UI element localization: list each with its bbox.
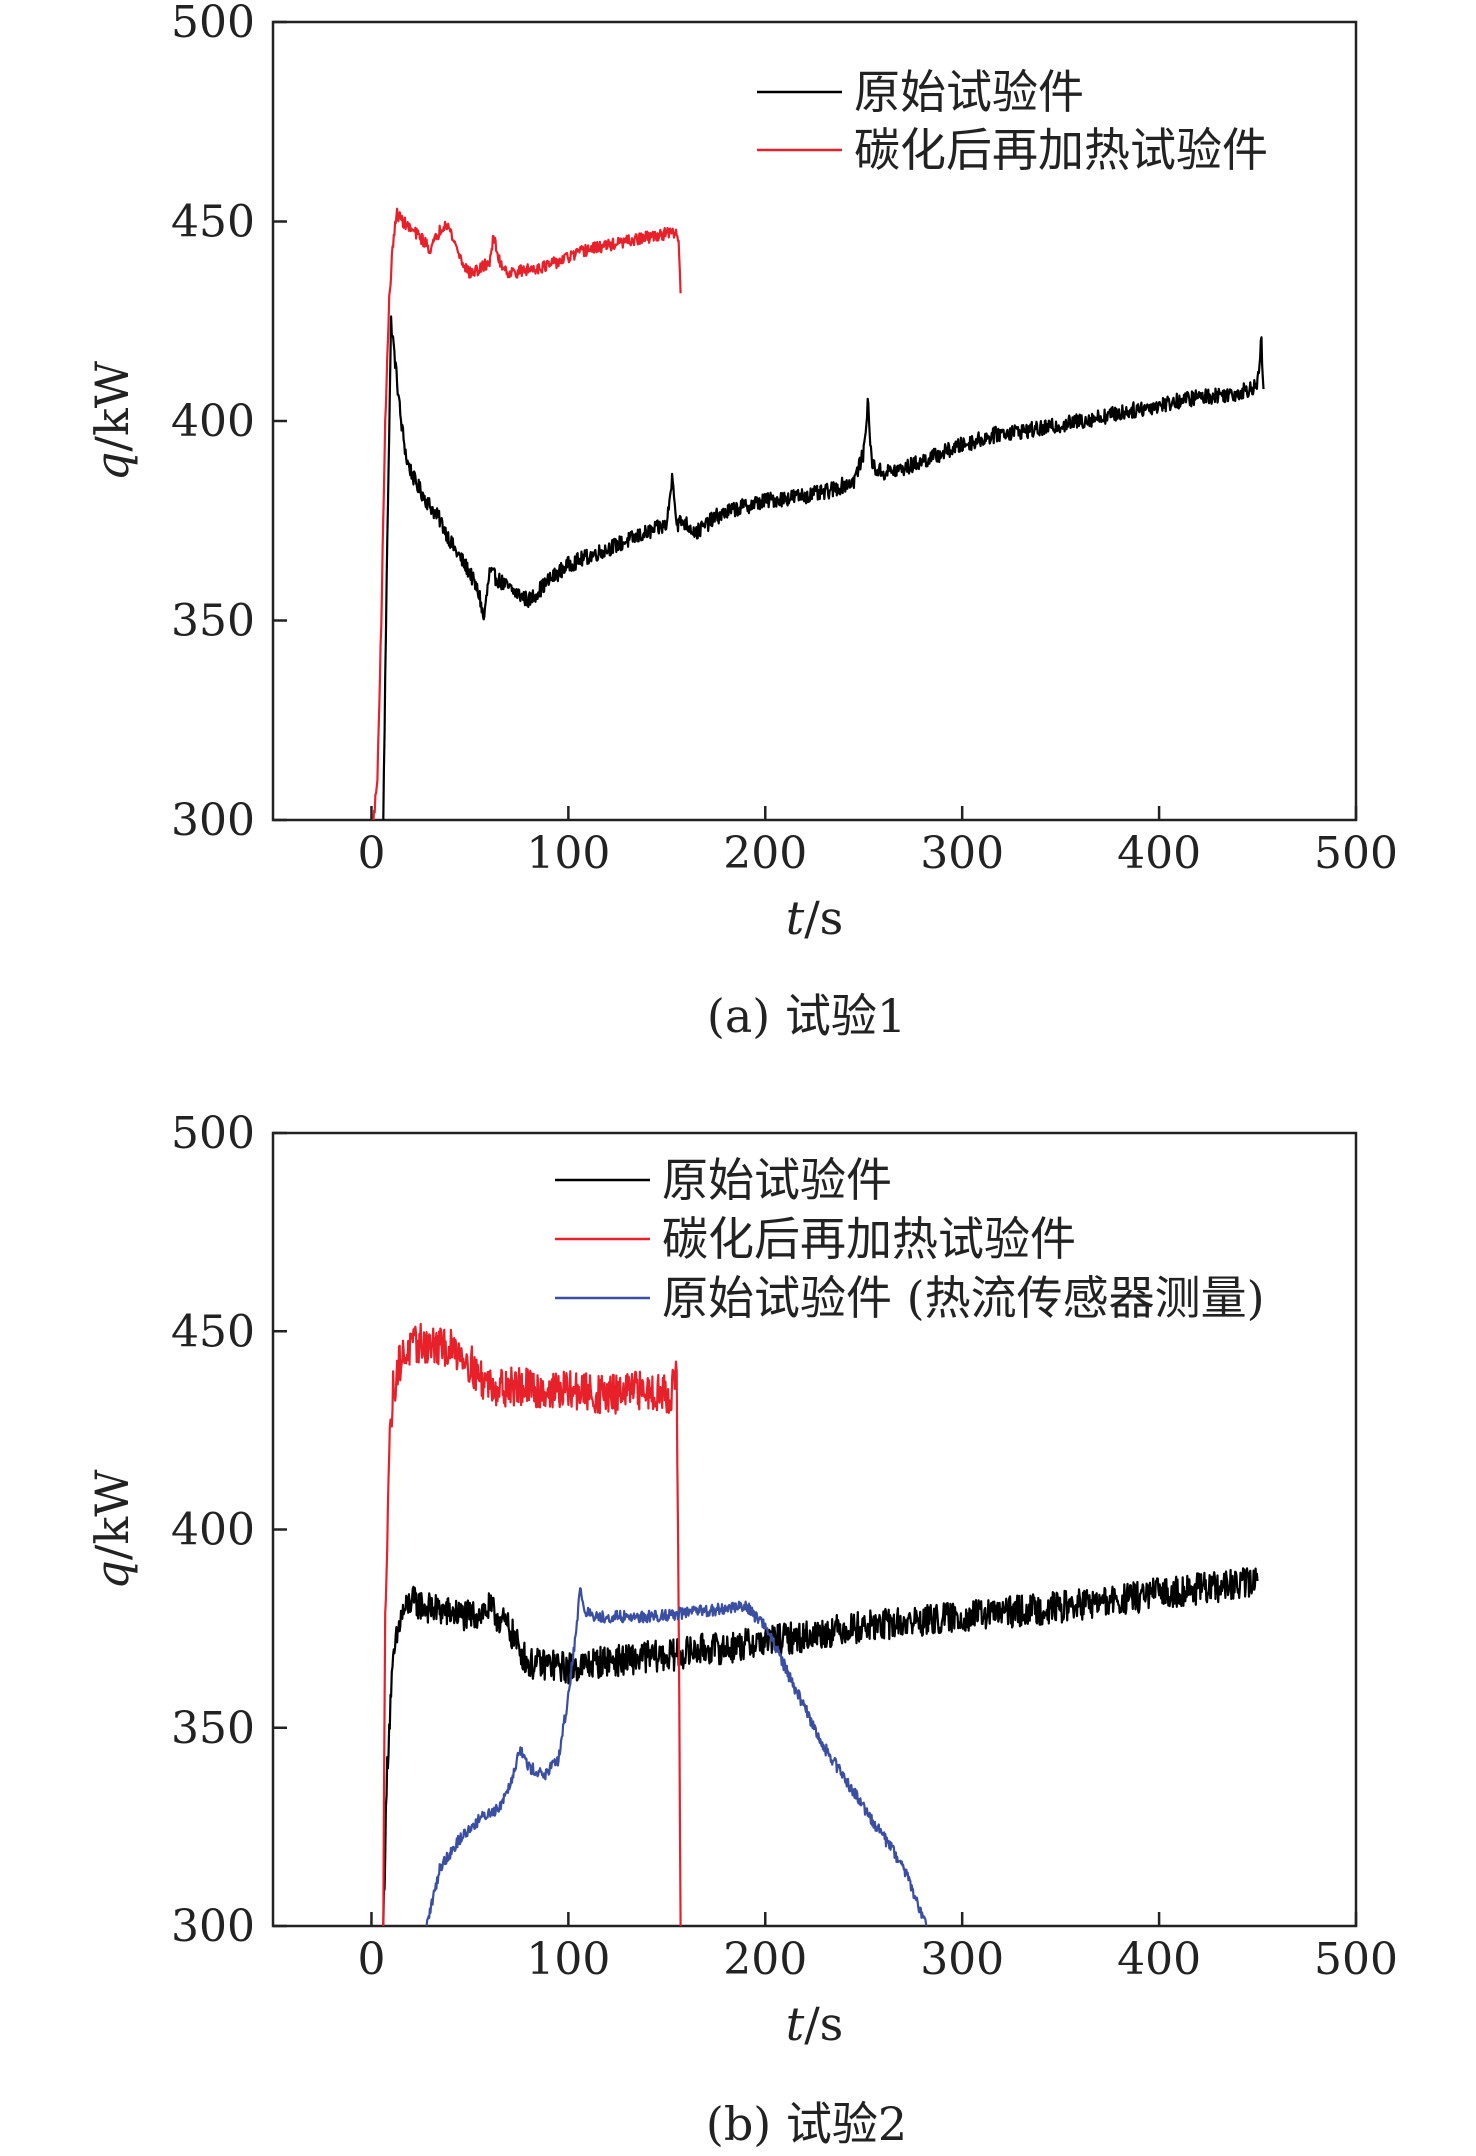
figure-caption: (a) 试验1: [707, 989, 906, 1043]
chart-a: 0 100 200 300 400 500 300 350 400 450 500 t/s q/kW (a…: [85, 0, 1398, 1043]
series-line: [382, 1322, 682, 1926]
x-tick-label: 300: [920, 1934, 1004, 1985]
series-line: [382, 1567, 1259, 1926]
x-tick-label: 200: [723, 1934, 807, 1985]
legend-label: 碳化后再加热试验件: [662, 1212, 1076, 1266]
legend-label: 原始试验件: [662, 1153, 892, 1207]
legend-label: 原始试验件 (热流传感器测量): [662, 1271, 1265, 1325]
x-axis-label: t/s: [786, 891, 844, 945]
x-tick-label: 400: [1117, 828, 1201, 879]
x-tick-label: 200: [723, 828, 807, 879]
y-tick-label: 400: [171, 396, 255, 447]
x-tick-label: 500: [1314, 1934, 1398, 1985]
x-tick-label: 0: [357, 1934, 385, 1985]
y-tick-label: 450: [171, 1306, 255, 1357]
series-line: [382, 315, 1265, 820]
x-axis-label: t/s: [786, 1997, 844, 2051]
x-tick-label: 500: [1314, 828, 1398, 879]
x-tick-label: 300: [920, 828, 1004, 879]
y-axis-label: q/kW: [85, 360, 139, 481]
x-tick-label: 400: [1117, 1934, 1201, 1985]
y-tick-label: 350: [171, 596, 255, 647]
legend-label: 原始试验件: [854, 65, 1084, 119]
y-tick-label: 300: [171, 795, 255, 846]
y-tick-label: 300: [171, 1901, 255, 1952]
legend-label: 碳化后再加热试验件: [854, 123, 1268, 177]
y-tick-label: 450: [171, 197, 255, 248]
y-tick-label: 400: [171, 1505, 255, 1556]
x-tick-label: 100: [526, 828, 610, 879]
series-line: [372, 207, 682, 820]
y-axis-label: q/kW: [85, 1469, 139, 1590]
x-tick-label: 100: [526, 1934, 610, 1985]
series-line: [425, 1587, 928, 1926]
y-tick-label: 500: [171, 1108, 255, 1159]
chart-b: 0 100 200 300 400 500 300 350 400 450 500 t/s q/kW (b…: [85, 1108, 1398, 2151]
x-tick-label: 0: [357, 828, 385, 879]
figure-caption: (b) 试验2: [706, 2097, 907, 2151]
y-tick-label: 350: [171, 1703, 255, 1754]
y-tick-label: 500: [171, 0, 255, 48]
